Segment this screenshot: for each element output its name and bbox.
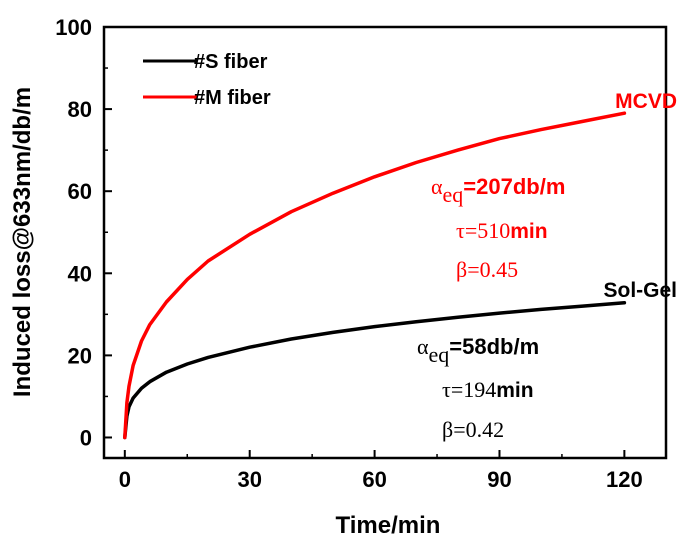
series-line-m-fiber (123, 111, 627, 440)
series-line-s-fiber (123, 301, 627, 440)
y-tick-label: 20 (68, 343, 92, 368)
legend: #S fiber #M fiber (143, 51, 271, 109)
solgel-alpha-eq: αeq=58db/m (417, 334, 539, 367)
y-tick-label: 60 (68, 179, 92, 204)
x-axis-ticks: 0 30 60 90 120 (119, 450, 643, 492)
x-tick-label: 90 (487, 467, 511, 492)
y-tick-label: 0 (80, 425, 92, 450)
mcvd-label: MCVD (615, 90, 677, 113)
mcvd-params: αeq=207db/m τ=510min β=0.45 (431, 174, 565, 282)
x-tick-label: 30 (237, 467, 261, 492)
legend-label-s-fiber: #S fiber (194, 51, 268, 73)
y-axis-ticks: 0 20 40 60 80 100 (55, 15, 112, 450)
x-tick-label: 120 (606, 467, 643, 492)
y-tick-label: 80 (68, 97, 92, 122)
x-tick-label: 0 (119, 467, 131, 492)
mcvd-alpha-eq: αeq=207db/m (431, 174, 565, 207)
x-axis-title: Time/min (336, 512, 441, 539)
solgel-tau: τ=194min (442, 377, 534, 402)
y-tick-label: 100 (55, 15, 92, 40)
y-tick-label: 40 (68, 261, 92, 286)
y-axis-title: Induced loss@633nm/db/m (9, 87, 36, 397)
mcvd-tau: τ=510min (456, 218, 548, 243)
solgel-params: αeq=58db/m τ=194min β=0.42 (417, 334, 539, 442)
series-layer (123, 111, 627, 440)
legend-label-m-fiber: #M fiber (194, 87, 271, 109)
plot-frame (102, 25, 668, 460)
solgel-label: Sol-Gel (603, 279, 677, 302)
x-tick-label: 60 (362, 467, 386, 492)
solgel-beta: β=0.42 (442, 417, 504, 442)
mcvd-beta: β=0.45 (456, 257, 518, 282)
